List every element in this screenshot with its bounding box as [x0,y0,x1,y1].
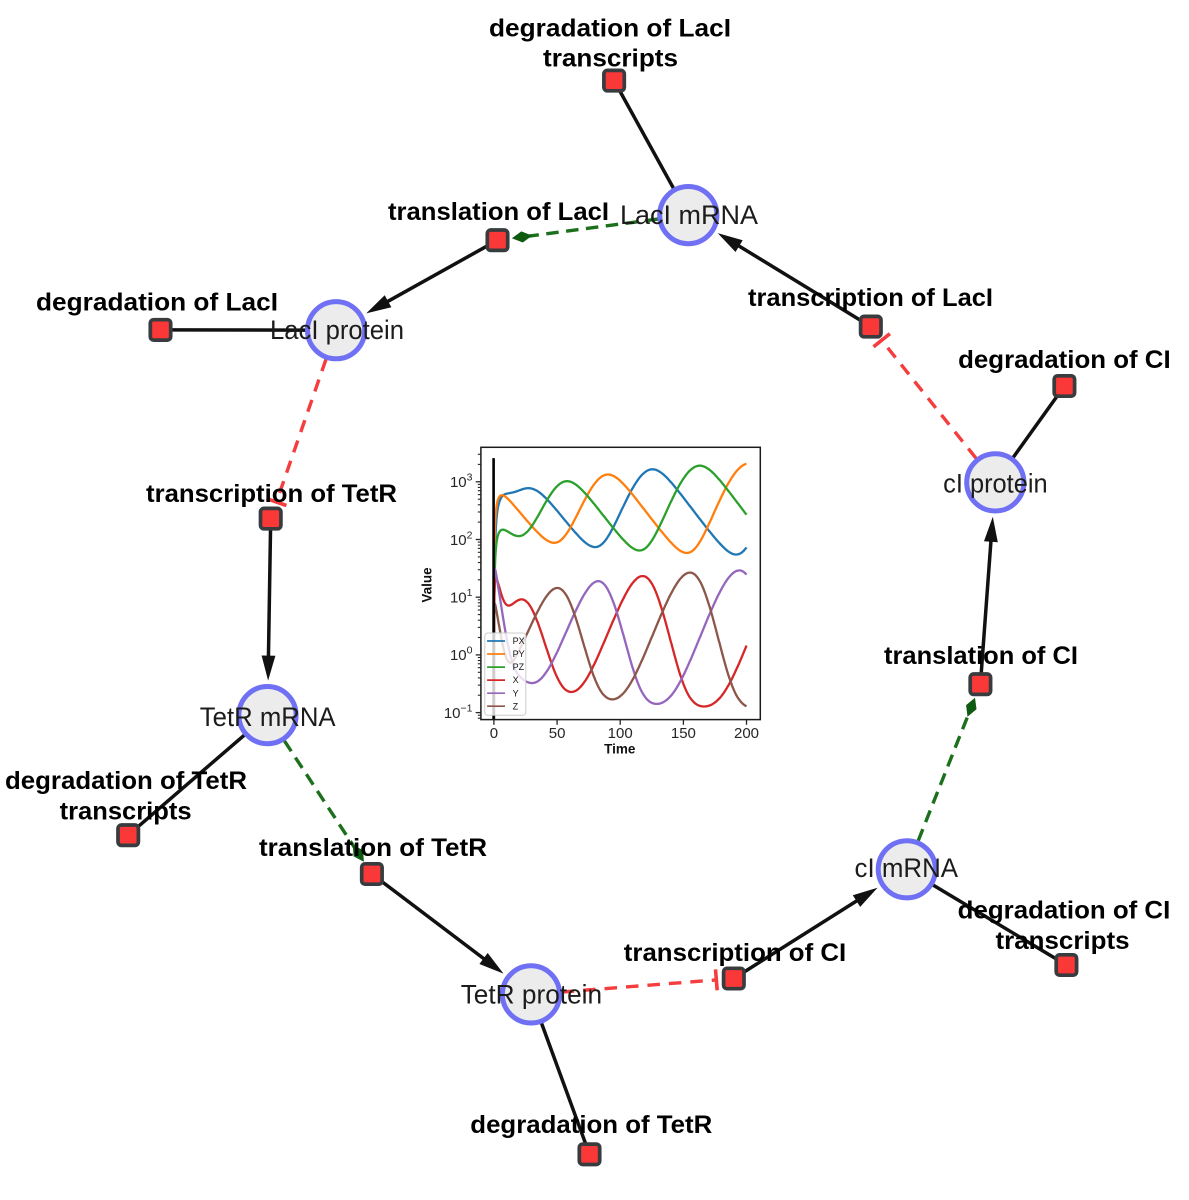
svg-text:Y: Y [513,688,519,698]
svg-text:50: 50 [549,725,566,742]
svg-text:translation of LacI: translation of LacI [388,198,609,226]
svg-text:degradation of TetR: degradation of TetR [470,1111,712,1139]
svg-text:transcription of CI: transcription of CI [624,939,846,967]
svg-text:X: X [513,675,519,685]
svg-text:degradation of LacI: degradation of LacI [489,14,731,42]
svg-text:TetR mRNA: TetR mRNA [200,702,336,732]
svg-text:PZ: PZ [513,662,525,672]
svg-text:TetR protein: TetR protein [461,979,602,1009]
svg-text:cI protein: cI protein [943,469,1048,499]
svg-text:transcripts: transcripts [60,798,192,826]
svg-text:translation of CI: translation of CI [884,642,1078,670]
svg-text:150: 150 [671,725,696,742]
svg-text:degradation of LacI: degradation of LacI [36,289,278,317]
svg-text:transcription of LacI: transcription of LacI [748,284,993,312]
svg-text:200: 200 [734,725,759,742]
svg-text:0: 0 [490,725,498,742]
svg-text:degradation of CI: degradation of CI [958,897,1171,925]
svg-text:PX: PX [513,636,525,646]
svg-text:Time: Time [604,741,636,756]
svg-text:LacI mRNA: LacI mRNA [620,200,758,230]
svg-text:PY: PY [513,649,525,659]
svg-text:degradation of CI: degradation of CI [958,346,1171,374]
svg-text:cI mRNA: cI mRNA [855,853,959,883]
svg-text:degradation of TetR: degradation of TetR [5,767,247,795]
svg-text:transcripts: transcripts [543,44,678,72]
svg-text:transcripts: transcripts [996,927,1130,955]
svg-text:Z: Z [513,701,519,711]
svg-text:transcription of TetR: transcription of TetR [146,480,397,508]
svg-text:translation of TetR: translation of TetR [259,834,487,862]
svg-text:LacI protein: LacI protein [270,315,404,345]
svg-text:100: 100 [608,725,633,742]
svg-text:Value: Value [420,567,435,603]
